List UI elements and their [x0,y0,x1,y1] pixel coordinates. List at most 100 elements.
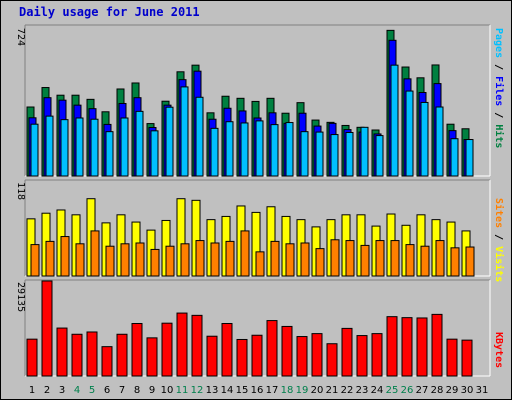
pages-bar-day-12 [195,96,204,177]
pages-bar-day-5 [90,118,99,177]
sites-bar-day-23 [360,244,370,277]
kbytes-bar-day-2 [41,280,53,377]
kbytes-bar-day-19 [296,336,308,377]
pages-bar-day-9 [150,130,159,177]
day-label-7: 7 [119,385,125,396]
kbytes-bar-day-9 [146,337,158,377]
kbytes-bar-day-18 [281,325,293,377]
panel-2-max-label: 118 [15,182,26,200]
day-label-24: 24 [371,385,384,396]
pages-bar-day-13 [210,127,219,177]
kbytes-bar-day-29 [446,338,458,377]
sites-bar-day-6 [105,245,115,277]
day-label-17: 17 [266,385,279,396]
pages-bar-day-29 [450,138,459,177]
kbytes-bar-day-11 [176,312,188,377]
legend-sites-visits: Sites / Visits [493,198,505,282]
pages-bar-day-19 [300,131,309,177]
pages-bar-day-8 [135,110,144,177]
sites-bar-day-25 [390,240,400,277]
sites-bar-day-16 [255,251,265,277]
sites-bar-day-11 [180,243,190,277]
kbytes-bar-day-17 [266,320,278,377]
kbytes-bar-day-25 [386,316,398,377]
day-label-15: 15 [236,385,249,396]
pages-bar-day-4 [75,117,84,177]
legend-pages-files-hits: Pages / Files / Hits [493,28,505,148]
sites-bar-day-3 [60,236,70,277]
pages-bar-day-17 [270,124,279,177]
legend-kbytes: KBytes [493,332,504,368]
sites-bar-day-9 [150,248,160,277]
pages-bar-day-22 [345,131,354,177]
day-label-9: 9 [149,385,155,396]
day-label-31: 31 [476,385,489,396]
pages-bar-day-2 [45,115,54,177]
sites-bar-day-22 [345,240,355,277]
kbytes-bar-day-23 [356,335,368,377]
sites-bar-day-15 [240,230,250,277]
sites-bar-day-21 [330,239,340,277]
day-label-6: 6 [104,385,110,396]
sites-bar-day-13 [210,242,220,277]
pages-bar-day-16 [255,120,264,177]
pages-bar-day-14 [225,121,234,177]
pages-bar-day-23 [360,126,369,177]
pages-bar-day-26 [405,90,414,177]
day-label-12: 12 [191,385,204,396]
kbytes-bar-day-13 [206,335,218,377]
pages-bar-day-6 [105,131,114,177]
kbytes-bar-day-24 [371,333,383,377]
kbytes-bar-day-10 [161,322,173,377]
kbytes-bar-day-28 [431,313,443,377]
day-label-21: 21 [326,385,339,396]
day-label-8: 8 [134,385,140,396]
sites-bar-day-1 [30,244,40,277]
kbytes-bar-day-26 [401,317,413,377]
pages-bar-day-25 [390,64,399,177]
sites-bar-day-8 [135,242,145,277]
sites-bar-day-28 [435,240,445,277]
panel-1-max-label: 724 [15,28,26,46]
kbytes-bar-day-30 [461,339,473,377]
day-label-5: 5 [89,385,95,396]
kbytes-bar-day-5 [86,331,98,377]
sites-bar-day-20 [315,248,325,277]
sites-bar-day-19 [300,242,310,277]
pages-bar-day-15 [240,122,249,177]
kbytes-bar-day-27 [416,317,428,377]
pages-bar-day-3 [60,119,69,177]
sites-bar-day-29 [450,247,460,277]
day-label-22: 22 [341,385,354,396]
kbytes-bar-day-6 [101,346,113,377]
sites-bar-day-14 [225,240,235,277]
day-label-30: 30 [461,385,474,396]
day-label-25: 25 [386,385,399,396]
day-label-26: 26 [401,385,414,396]
pages-bar-day-18 [285,122,294,177]
sites-bar-day-27 [420,245,430,277]
kbytes-bar-day-14 [221,323,233,377]
kbytes-bar-day-4 [71,333,83,377]
day-label-13: 13 [206,385,219,396]
sites-bar-day-7 [120,243,130,277]
kbytes-bar-day-20 [311,333,323,377]
sites-bar-day-2 [45,240,55,277]
day-label-18: 18 [281,385,294,396]
pages-bar-day-24 [375,135,384,177]
sites-bar-day-5 [90,230,100,277]
sites-bar-day-30 [465,246,475,277]
day-label-4: 4 [74,385,80,396]
kbytes-bar-day-22 [341,327,353,377]
sites-bar-day-12 [195,240,205,277]
day-label-20: 20 [311,385,324,396]
day-label-3: 3 [59,385,65,396]
day-label-14: 14 [221,385,234,396]
day-label-19: 19 [296,385,309,396]
kbytes-bar-day-7 [116,333,128,377]
sites-bar-day-4 [75,243,85,277]
pages-bar-day-1 [30,123,39,177]
day-label-28: 28 [431,385,444,396]
pages-bar-day-7 [120,117,129,177]
